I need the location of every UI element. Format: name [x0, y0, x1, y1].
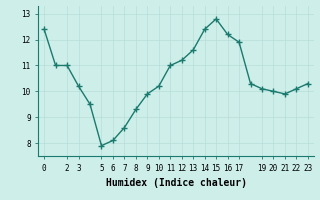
- X-axis label: Humidex (Indice chaleur): Humidex (Indice chaleur): [106, 178, 246, 188]
